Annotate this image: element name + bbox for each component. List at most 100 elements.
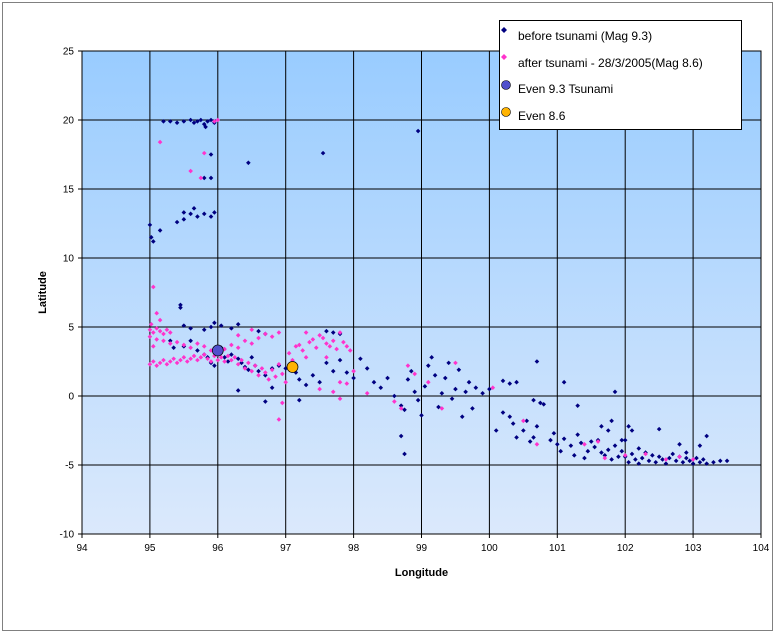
- data-point: [263, 373, 268, 378]
- data-point: [619, 448, 625, 454]
- data-point: [351, 375, 356, 381]
- data-point: [330, 330, 336, 335]
- data-point: [473, 385, 479, 391]
- data-point: [684, 450, 689, 455]
- data-point: [181, 355, 187, 360]
- data-point: [330, 389, 336, 395]
- data-point: [439, 406, 445, 411]
- data-point: [317, 332, 322, 338]
- data-point: [212, 119, 217, 124]
- data-point: [626, 459, 631, 465]
- data-point: [286, 361, 299, 373]
- data-point: [663, 457, 669, 462]
- data-point: [235, 356, 241, 362]
- y-tick-label: 0: [68, 392, 74, 403]
- data-point: [490, 385, 496, 391]
- data-point: [208, 214, 214, 219]
- series-0: [147, 117, 730, 466]
- data-point: [222, 346, 227, 352]
- x-tick-label: 103: [685, 543, 702, 554]
- data-point: [324, 341, 329, 346]
- data-point: [313, 345, 319, 350]
- data-point: [256, 328, 261, 334]
- data-point: [263, 370, 268, 375]
- data-point: [256, 373, 261, 378]
- data-point: [235, 345, 241, 350]
- data-point: [337, 357, 343, 363]
- data-point: [673, 458, 679, 464]
- x-tick-label: 101: [549, 543, 566, 554]
- data-point: [174, 339, 180, 345]
- data-point: [171, 356, 176, 362]
- data-point: [296, 342, 302, 348]
- data-point: [690, 461, 696, 466]
- data-points: [147, 117, 730, 466]
- data-point: [347, 348, 353, 353]
- data-point: [578, 440, 584, 446]
- data-point: [167, 330, 173, 335]
- data-point: [605, 447, 611, 453]
- data-point: [195, 357, 200, 363]
- data-point: [493, 428, 499, 433]
- data-point: [700, 457, 706, 462]
- data-point: [561, 436, 567, 442]
- data-point: [500, 378, 506, 384]
- data-point: [188, 345, 193, 350]
- circle-marker-icon: [501, 80, 511, 90]
- data-point: [259, 366, 265, 371]
- data-point: [181, 210, 187, 215]
- y-tick-labels: -10 -5 0 5 10 15 20 25: [60, 47, 75, 541]
- data-point: [446, 360, 451, 366]
- data-point: [704, 433, 709, 439]
- data-point: [276, 417, 282, 422]
- data-point: [324, 355, 329, 360]
- data-point: [605, 428, 611, 433]
- data-point: [167, 359, 173, 364]
- x-tick-label: 96: [212, 543, 224, 554]
- data-point: [351, 368, 356, 374]
- data-point: [263, 399, 268, 404]
- data-point: [717, 458, 723, 464]
- data-point: [656, 426, 662, 432]
- data-point: [269, 334, 275, 339]
- data-point: [588, 439, 594, 444]
- data-point: [300, 348, 305, 353]
- data-point: [249, 341, 255, 346]
- data-point: [167, 341, 173, 346]
- data-point: [571, 453, 577, 458]
- data-point: [364, 366, 370, 371]
- data-point: [439, 390, 445, 396]
- data-point: [167, 338, 173, 344]
- data-point: [208, 348, 214, 353]
- x-tick-label: 94: [76, 543, 88, 554]
- data-point: [246, 367, 251, 373]
- data-point: [147, 327, 153, 333]
- data-point: [293, 370, 299, 375]
- data-point: [599, 450, 604, 455]
- data-point: [188, 356, 193, 362]
- data-point: [212, 320, 217, 326]
- data-point: [178, 357, 183, 363]
- data-point: [524, 418, 530, 424]
- data-point: [218, 355, 224, 360]
- data-point: [188, 338, 193, 344]
- x-tick-label: 97: [280, 543, 292, 554]
- data-point: [157, 360, 163, 366]
- data-point: [334, 346, 339, 352]
- data-point: [324, 360, 329, 366]
- data-point: [211, 344, 224, 357]
- data-point: [409, 368, 414, 374]
- y-tick-label: 10: [63, 254, 75, 265]
- data-point: [534, 424, 540, 429]
- data-point: [330, 338, 336, 344]
- data-point: [639, 455, 645, 461]
- data-point: [178, 302, 183, 308]
- diamond-marker-icon: [501, 27, 507, 33]
- data-point: [466, 379, 472, 385]
- data-point: [195, 119, 200, 124]
- legend-label: Even 8.6: [518, 109, 566, 123]
- data-point: [188, 211, 193, 217]
- data-point: [704, 461, 709, 466]
- data-point: [150, 284, 156, 290]
- data-point: [249, 327, 255, 333]
